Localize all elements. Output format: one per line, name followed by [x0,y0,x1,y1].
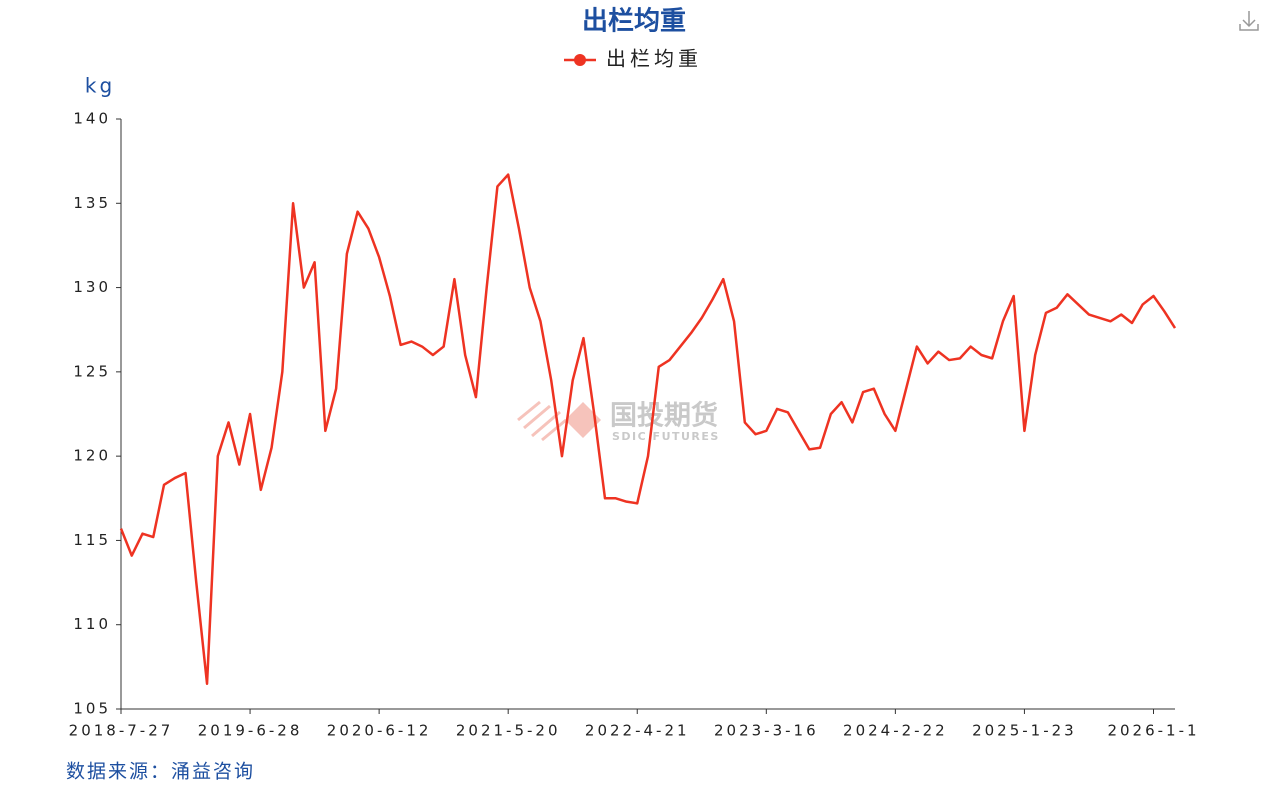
x-tick-label: 2023-3-16 [714,722,819,740]
data-line [119,173,1177,685]
y-tick-label: 115 [73,531,111,549]
download-icon[interactable] [1239,11,1259,31]
watermark-subtext: SDIC FUTURES [612,430,720,443]
watermark-text: 国投期货 [610,400,718,432]
y-tick-label: 125 [73,362,111,380]
y-tick-label: 140 [73,110,111,128]
y-tick-label: 105 [73,700,111,718]
legend-label: 出栏均重 [606,47,702,71]
y-tick-label: 120 [73,447,111,465]
x-tick-label: 2018-7-27 [69,722,174,740]
legend-marker [574,54,586,66]
x-tick-label: 2025-1-23 [972,722,1077,740]
watermark-diamond [565,402,601,438]
watermark-logo [517,400,567,442]
y-axis-label: kg [85,74,115,98]
y-tick-label: 135 [73,194,111,212]
chart-title: 出栏均重 [582,7,686,37]
x-tick-label: 2020-6-12 [327,722,432,740]
y-tick-label: 110 [73,615,111,633]
x-tick-label: 2021-5-20 [456,722,561,740]
watermark: 国投期货 SDIC FUTURES [517,400,720,443]
x-tick-label: 2019-6-28 [198,722,303,740]
x-tick-label: 2024-2-22 [843,722,948,740]
y-tick-label: 130 [73,278,111,296]
x-tick-label: 2026-1-1 [1107,722,1199,740]
x-tick-label: 2022-4-21 [585,722,690,740]
download-glyph [1239,11,1259,31]
source-note: 数据来源：涌益咨询 [66,761,255,783]
